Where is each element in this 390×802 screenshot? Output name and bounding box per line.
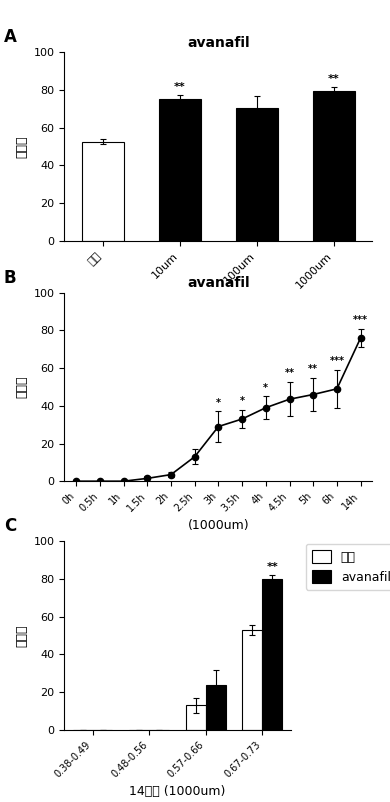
Text: A: A (4, 28, 17, 46)
Text: B: B (4, 269, 16, 286)
Text: *: * (216, 398, 221, 407)
Text: **: ** (266, 561, 278, 572)
Y-axis label: 成熟率: 成熟率 (15, 375, 28, 399)
Y-axis label: 成熟率: 成熟率 (15, 135, 28, 158)
X-axis label: 14小时 (1000um): 14小时 (1000um) (129, 785, 226, 798)
Text: *: * (263, 383, 268, 393)
Bar (159, 99, 201, 241)
Bar (236, 107, 278, 241)
Text: C: C (4, 517, 16, 535)
Legend: 对照, avanafil: 对照, avanafil (306, 544, 390, 589)
Text: **: ** (308, 364, 318, 374)
Bar (82, 142, 124, 241)
Text: *: * (239, 396, 245, 406)
Title: avanafil: avanafil (187, 35, 250, 50)
X-axis label: 16小时: 16小时 (203, 295, 234, 309)
Bar (313, 91, 355, 241)
Text: ***: *** (330, 356, 344, 367)
Text: **: ** (328, 74, 340, 84)
Text: **: ** (174, 82, 186, 91)
Bar (186, 705, 206, 730)
Text: ***: *** (353, 314, 368, 325)
Text: **: ** (284, 368, 294, 379)
Bar (206, 685, 225, 730)
Bar (262, 579, 282, 730)
X-axis label: (1000um): (1000um) (188, 519, 249, 532)
Title: avanafil: avanafil (187, 276, 250, 290)
Y-axis label: 成熟率: 成熟率 (15, 624, 28, 647)
Bar (243, 630, 262, 730)
